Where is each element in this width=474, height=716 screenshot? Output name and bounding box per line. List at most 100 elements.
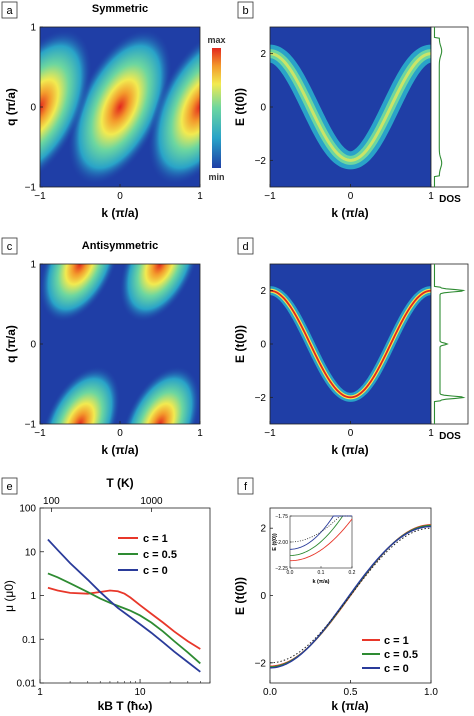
panel-a: a Symmetric −1 0 1 −1 0 1 k (π/a) q (π/a) max…: [1, 1, 226, 220]
x-tick-label: 0.0: [263, 687, 277, 698]
panel-letter-b: b: [242, 5, 248, 17]
ticks-d: −1 0 1 2 0 −2: [255, 286, 435, 439]
colorbar-min-label: min: [208, 172, 224, 182]
x-tick-label: 10: [134, 687, 146, 698]
legend-label: c = 1: [143, 533, 168, 545]
panel-letter-e: e: [6, 481, 12, 493]
panel-letter-box-d: [237, 237, 254, 255]
inset-series-line: [289, 515, 352, 556]
inset-y-tick-label: −2.25: [275, 566, 288, 572]
x-tick-label: 1: [197, 191, 203, 202]
inset-series-line: [289, 518, 353, 562]
x-tick-label: 0: [348, 428, 354, 439]
band-b-core: [270, 52, 431, 162]
dos-curve-b: [433, 27, 443, 187]
series-line: [47, 538, 201, 673]
y-tick-label: 2: [260, 286, 266, 297]
y-tick-label: 1: [30, 23, 36, 34]
panel-c-title: Antisymmetric: [82, 240, 158, 252]
axes-frame-e: [39, 507, 211, 684]
panel-b: b −1 0 1 2 0 −2 k (π/a) E (t(0)) DOS: [233, 1, 469, 220]
ticks-a: −1 0 1 −1 0 1: [25, 23, 204, 203]
y-tick-label: −2: [255, 393, 267, 404]
inset-lines: [289, 515, 353, 562]
y-axis-label-c: q (π/a): [4, 325, 18, 363]
panel-letter-box-e: [1, 477, 18, 495]
y-tick-label: −1: [25, 183, 37, 194]
y-tick-label: 2: [260, 524, 266, 535]
panel-a-title: Symmetric: [92, 3, 148, 15]
panel-c: c Antisymmetric −1 0 1 −1 0 1 k (π/a) q (π/a): [1, 237, 204, 457]
legend-label: c = 0: [384, 663, 409, 675]
heatmap-lobe: [147, 28, 200, 186]
dos-label-b: DOS: [439, 194, 461, 205]
panel-letter-d: d: [242, 241, 248, 253]
legend-label: c = 0: [143, 565, 168, 577]
panel-letter-box-f: [237, 477, 254, 495]
x-tick-label: 0.5: [344, 687, 358, 698]
dos-frame-d: [430, 263, 469, 425]
x-tick-label: −1: [34, 191, 46, 202]
y-tick-label: 100: [19, 504, 36, 515]
x-tick-label: 0: [117, 191, 123, 202]
colorbar: [212, 48, 221, 168]
y-tick-label: 0.01: [17, 679, 37, 690]
panel-d: d −1 0 1 2 0 −2 k (π/a) E (t(0)) DOS: [233, 237, 469, 457]
band-b: [270, 44, 431, 170]
y-tick-label: −2: [255, 658, 267, 669]
legend-label: c = 0.5: [143, 549, 177, 561]
inset-y-label: E (t(0)): [272, 533, 278, 551]
inset-reference-line: [289, 515, 352, 543]
legend-label: c = 0.5: [384, 649, 418, 661]
x-tick-label: 1: [428, 191, 434, 202]
inset-x-label: k (π/a): [312, 579, 329, 585]
inset-ticks: 0.0 0.1 0.2 −1.75 −2.00 −2.25: [275, 514, 355, 576]
inset-f: 0.0 0.1 0.2 −1.75 −2.00 −2.25 k (π/a) E (t(0)…: [272, 514, 356, 585]
y-tick-label: −1: [25, 420, 37, 431]
x-axis-label-b: k (π/a): [331, 206, 368, 220]
y-axis-label-e: μ (μ0): [2, 580, 16, 612]
series-line: [269, 525, 432, 669]
inset-x-tick-label: 0.0: [287, 570, 294, 576]
top-x-tick-label: 100: [43, 496, 60, 507]
x-tick-label: −1: [34, 428, 46, 439]
series-line: [47, 586, 201, 650]
ticks-e: 1 10 100 10 1 0.1 0.01 100 1000: [17, 496, 211, 698]
x-tick-label: 1: [428, 428, 434, 439]
y-tick-label: 0: [260, 340, 266, 351]
heatmap-lobe: [67, 28, 173, 186]
y-tick-label: 1: [30, 591, 36, 602]
panel-letter-box-c: [1, 237, 18, 255]
inset-x-tick-label: 0.2: [349, 570, 356, 576]
heatmap-c-lobes: [40, 264, 200, 424]
x-tick-label: 1: [37, 687, 43, 698]
dos-label-d: DOS: [439, 431, 461, 442]
legend-label: c = 1: [384, 635, 409, 647]
band-d: [270, 286, 431, 402]
x-tick-label: −1: [264, 428, 276, 439]
y-tick-label: 2: [260, 49, 266, 60]
x-tick-label: 1.0: [424, 687, 438, 698]
inset-x-tick-label: 0.1: [318, 570, 325, 576]
ticks-f: 0.0 0.5 1.0 2 0 −2: [255, 524, 439, 698]
dos-frame-b: [430, 26, 469, 188]
x-axis-label-a: k (π/a): [101, 206, 138, 220]
inset-y-tick-label: −1.75: [275, 514, 288, 520]
panel-letter-c: c: [7, 241, 13, 253]
colorbar-max-label: max: [207, 35, 225, 45]
x-tick-label: 0: [117, 428, 123, 439]
series-line: [47, 572, 201, 665]
y-tick-label: 10: [25, 547, 37, 558]
y-tick-label: 0: [260, 103, 266, 114]
heatmap-lobe: [119, 366, 200, 424]
y-tick-label: 0: [260, 591, 266, 602]
reference-line: [269, 527, 432, 664]
panel-letter-box-a: [1, 1, 18, 19]
y-tick-label: −2: [255, 156, 267, 167]
ticks-c: −1 0 1 −1 0 1: [25, 260, 204, 440]
top-x-axis-label-e: T (K): [106, 476, 133, 490]
ticks-b: −1 0 1 2 0 −2: [255, 49, 435, 202]
heatmap-lobe: [40, 264, 121, 322]
